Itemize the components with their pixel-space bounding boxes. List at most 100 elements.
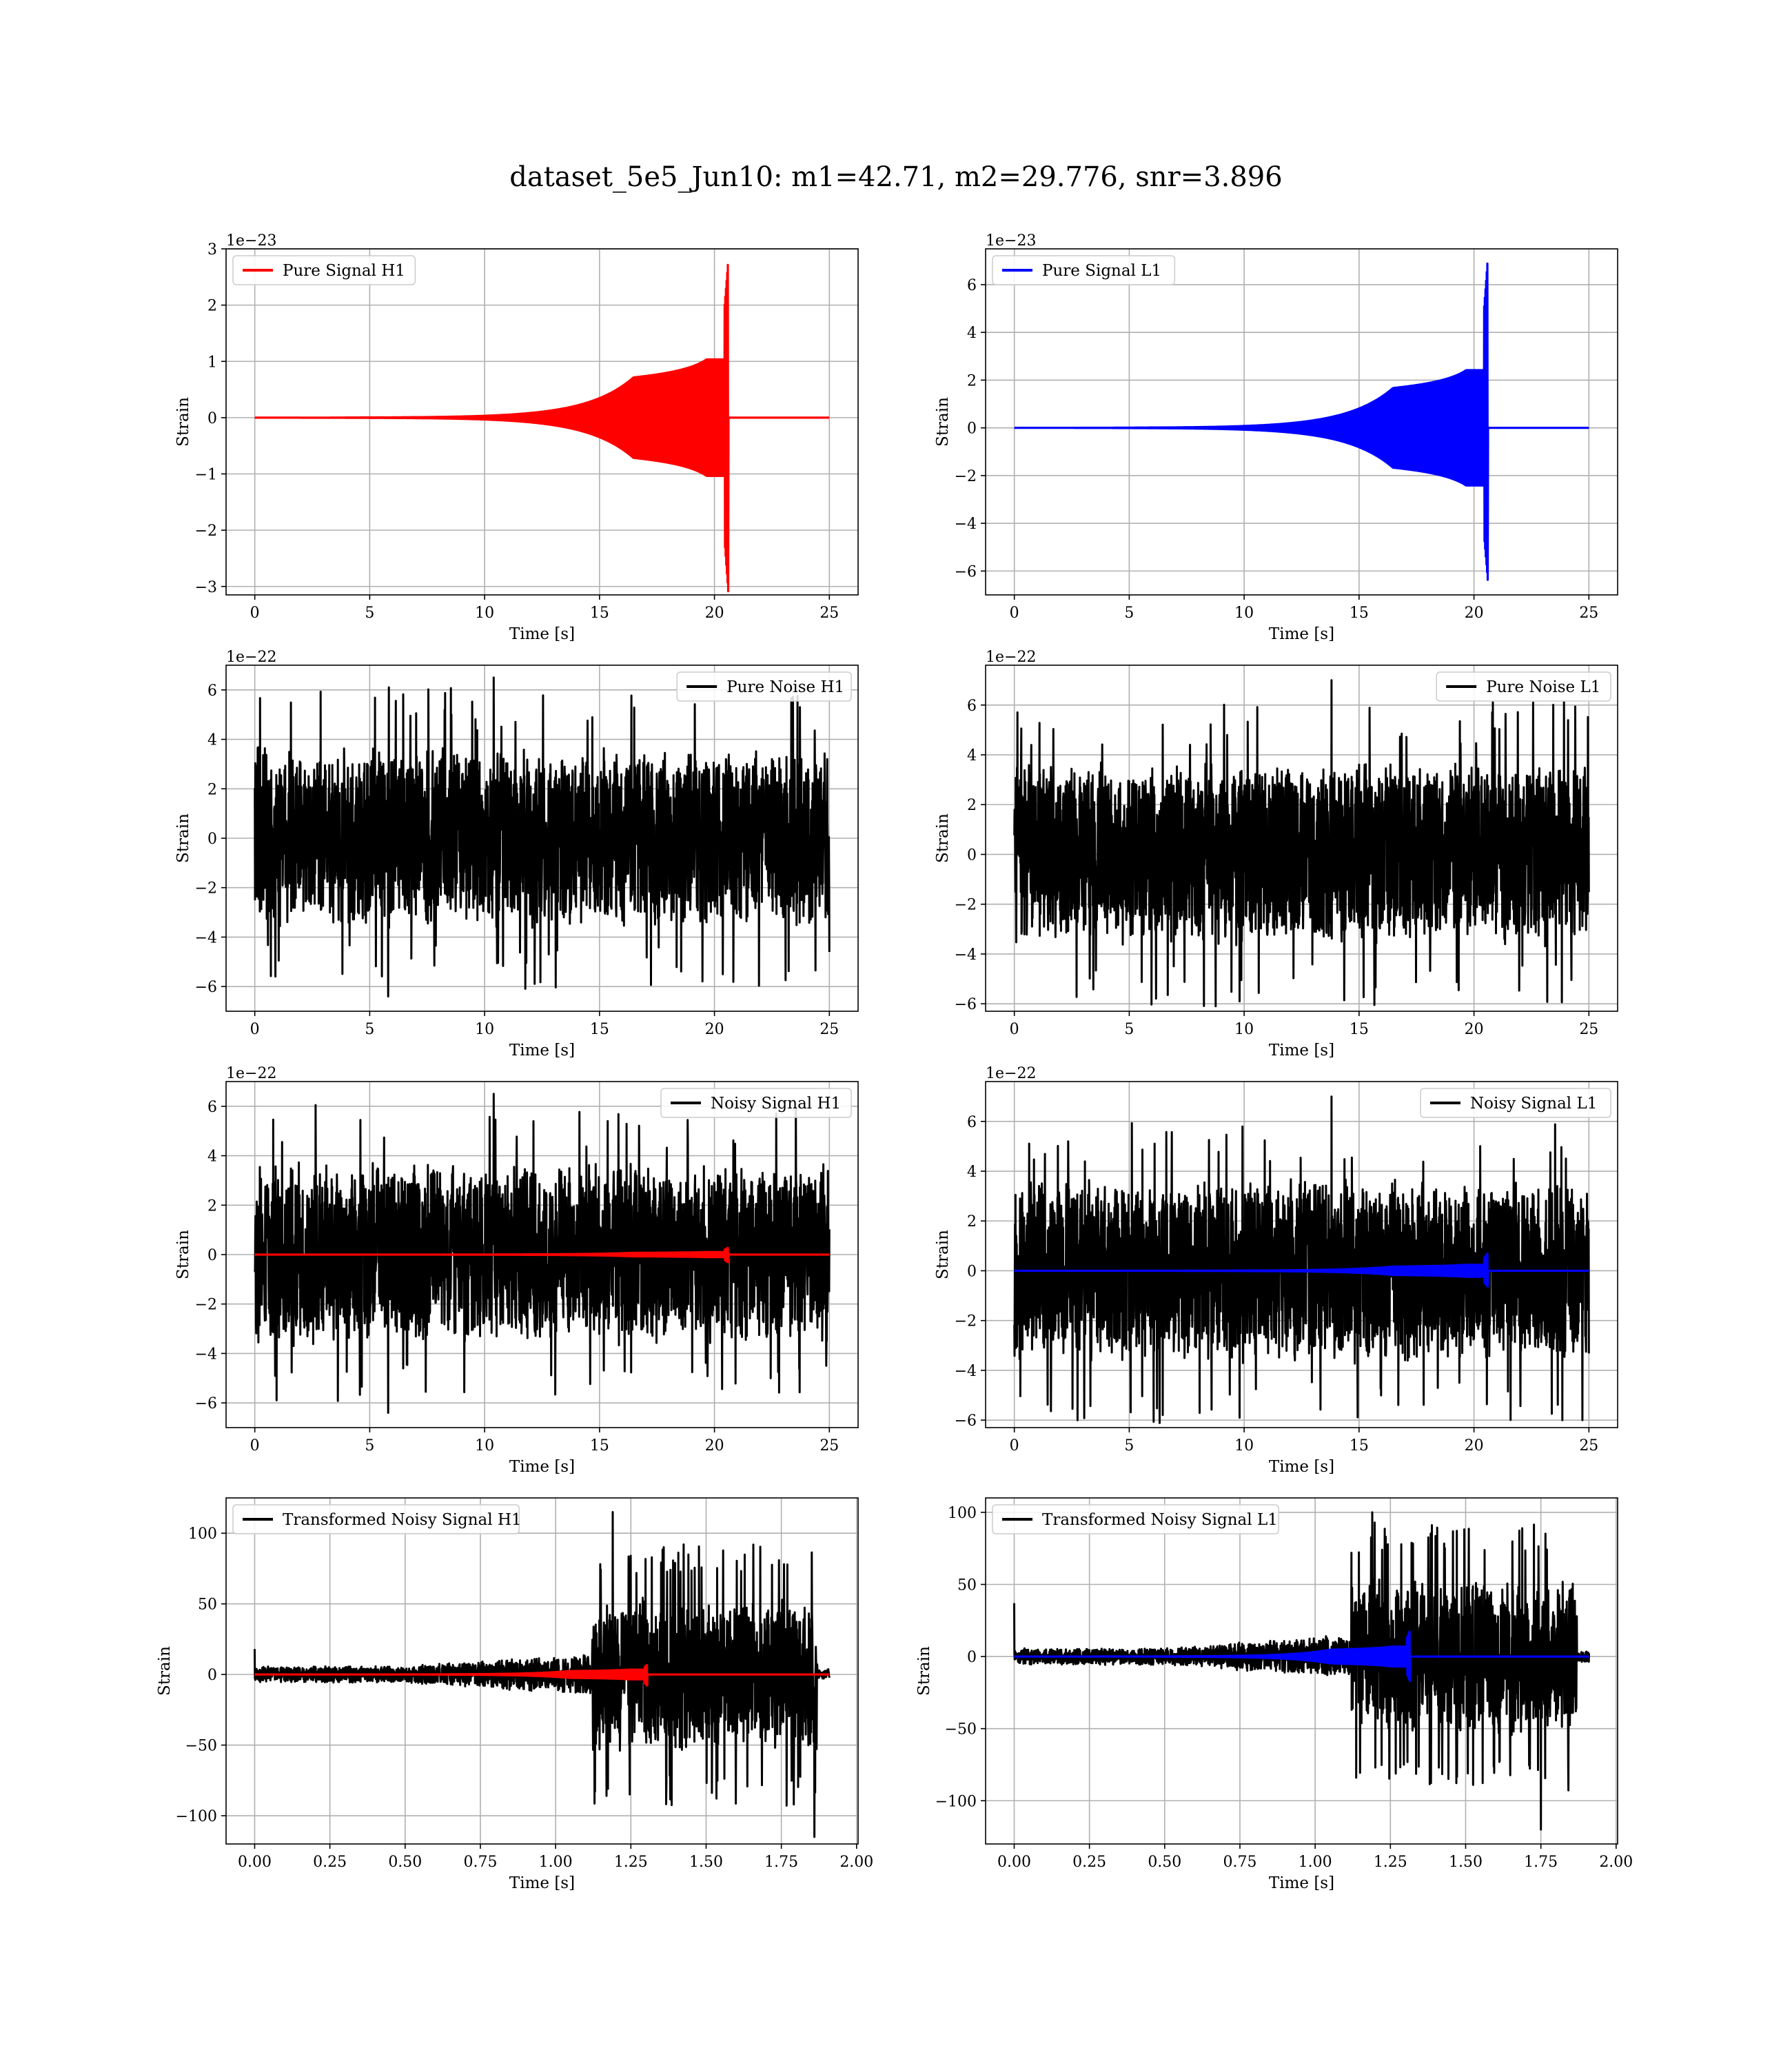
y-tick-label: 0 [207, 1247, 217, 1264]
axes-frame [225, 1497, 859, 1845]
x-tick-label: 1.50 [1449, 1854, 1483, 1871]
y-axis-label: Strain [156, 1646, 174, 1696]
y-tick-label: 100 [188, 1525, 217, 1543]
x-tick-label: 2.00 [1599, 1854, 1633, 1871]
x-tick-label: 0 [250, 1021, 260, 1038]
x-tick-label: 0 [1010, 1437, 1019, 1454]
legend-label: Transformed Noisy Signal H1 [283, 1511, 522, 1529]
legend: Transformed Noisy Signal H1 [232, 1504, 522, 1534]
x-tick-label: 2.00 [839, 1854, 873, 1871]
y-tick-label: 6 [207, 682, 217, 700]
x-tick-label: 15 [590, 605, 609, 622]
offset-label: 1e−22 [226, 1065, 276, 1082]
y-tick-label: 0 [967, 1263, 977, 1280]
y-tick-label: −6 [955, 563, 977, 580]
x-tick-label: 5 [1124, 605, 1134, 622]
legend: Pure Signal L1 [992, 255, 1176, 285]
y-tick-label: 0 [967, 1649, 977, 1666]
legend: Pure Noise L1 [1436, 671, 1611, 702]
y-tick-label: 2 [967, 1213, 977, 1230]
plot-area [254, 1093, 831, 1414]
y-tick-label: 6 [967, 277, 977, 294]
x-tick-label: 25 [1579, 605, 1598, 622]
x-tick-label: 1.25 [1374, 1854, 1407, 1871]
x-tick-label: 25 [819, 1437, 839, 1454]
series-line-pure-signal-h1 [254, 1664, 831, 1687]
y-tick-label: −4 [955, 516, 977, 533]
x-tick-label: 25 [819, 1021, 839, 1038]
legend-label: Pure Noise L1 [1486, 678, 1600, 696]
y-tick-label: 50 [198, 1596, 217, 1614]
y-tick-label: −4 [955, 1363, 977, 1380]
y-tick-label: 0 [207, 831, 217, 848]
offset-label: 1e−22 [986, 649, 1036, 666]
legend-label: Pure Signal L1 [1042, 262, 1161, 280]
y-tick-label: 0 [967, 847, 977, 864]
x-tick-label: 0 [1010, 605, 1019, 622]
y-tick-label: −100 [176, 1808, 217, 1825]
series-line-noisy-signal-h1 [254, 1093, 831, 1414]
x-tick-label: 5 [365, 1437, 374, 1454]
y-axis-label: Strain [934, 813, 952, 863]
legend: Transformed Noisy Signal L1 [992, 1504, 1279, 1534]
x-tick-label: 1.75 [764, 1854, 798, 1871]
series-line-transformed-noisy-signal-h1 [254, 1511, 831, 1838]
legend-box [1420, 1088, 1611, 1118]
panel-pure-signal-h1: 0 5 10 15 20 25 −3 −2 −1 0 1 2 3 Time [s] Strain 1e−23 P… [174, 232, 859, 643]
x-tick-label: 5 [1124, 1437, 1134, 1454]
legend-box [992, 1504, 1279, 1534]
y-axis-label: Strain [934, 1230, 952, 1279]
y-tick-label: −1 [195, 467, 217, 484]
y-tick-label: 100 [948, 1505, 977, 1522]
legend: Pure Signal H1 [232, 255, 416, 285]
y-tick-label: −3 [195, 579, 217, 596]
x-tick-label: 15 [1350, 1437, 1369, 1454]
y-tick-label: 6 [967, 698, 977, 715]
series-line-pure-signal-h1 [254, 1246, 831, 1264]
series-line-noisy-signal-l1 [1013, 1095, 1590, 1424]
series-line-pure-signal-h1 [254, 263, 831, 593]
y-tick-label: −6 [955, 1412, 977, 1430]
x-tick-label: 15 [1350, 1021, 1369, 1038]
panel-transformed-noisy-signal-l1: 0.00 0.25 0.50 0.75 1.00 1.25 1.50 1.75 2.00 −100… [915, 1497, 1633, 1892]
x-axis-label: Time [s] [509, 625, 575, 643]
x-tick-label: 25 [1579, 1021, 1598, 1038]
x-tick-label: 0.25 [313, 1854, 347, 1871]
y-tick-label: −4 [955, 946, 977, 964]
series-line-pure-noise-h1 [254, 676, 831, 997]
legend: Noisy Signal H1 [660, 1088, 852, 1118]
panel-pure-signal-l1: 0 5 10 15 20 25 −6 −4 −2 0 2 4 6 Time [s] Strain 1e−23 P… [934, 232, 1618, 643]
plot-area [254, 263, 831, 593]
x-tick-label: 0.75 [1223, 1854, 1256, 1871]
y-tick-label: 4 [967, 1164, 977, 1181]
legend-label: Pure Noise H1 [726, 678, 844, 696]
x-axis-label: Time [s] [509, 1458, 575, 1476]
offset-label: 1e−23 [986, 232, 1036, 250]
y-tick-label: −2 [195, 523, 217, 540]
plot-area [1013, 1095, 1590, 1424]
y-tick-label: 50 [957, 1577, 977, 1594]
y-tick-label: 2 [207, 1197, 217, 1215]
x-tick-label: 5 [365, 605, 374, 622]
legend-box [232, 1504, 520, 1534]
axes-frame [985, 1497, 1618, 1845]
plot-area [1013, 1511, 1590, 1831]
axes-frame [985, 248, 1618, 596]
y-tick-label: 4 [207, 732, 217, 749]
y-tick-label: 6 [967, 1114, 977, 1131]
y-tick-label: −6 [195, 979, 217, 996]
legend-box [676, 671, 852, 702]
x-tick-label: 1.00 [1299, 1854, 1332, 1871]
figure-title: dataset_5e5_Jun10: m1=42.71, m2=29.776, … [509, 161, 1282, 193]
legend-label: Noisy Signal L1 [1470, 1095, 1597, 1113]
offset-label: 1e−22 [986, 1065, 1036, 1082]
offset-label: 1e−23 [226, 232, 276, 250]
x-tick-label: 0.25 [1072, 1854, 1106, 1871]
y-tick-label: 2 [207, 781, 217, 798]
offset-label: 1e−22 [226, 649, 276, 666]
plot-area [1013, 679, 1590, 1008]
y-tick-label: −6 [955, 996, 977, 1013]
x-tick-label: 10 [475, 1437, 494, 1454]
y-axis-label: Strain [915, 1646, 933, 1696]
y-tick-label: −2 [955, 897, 977, 914]
